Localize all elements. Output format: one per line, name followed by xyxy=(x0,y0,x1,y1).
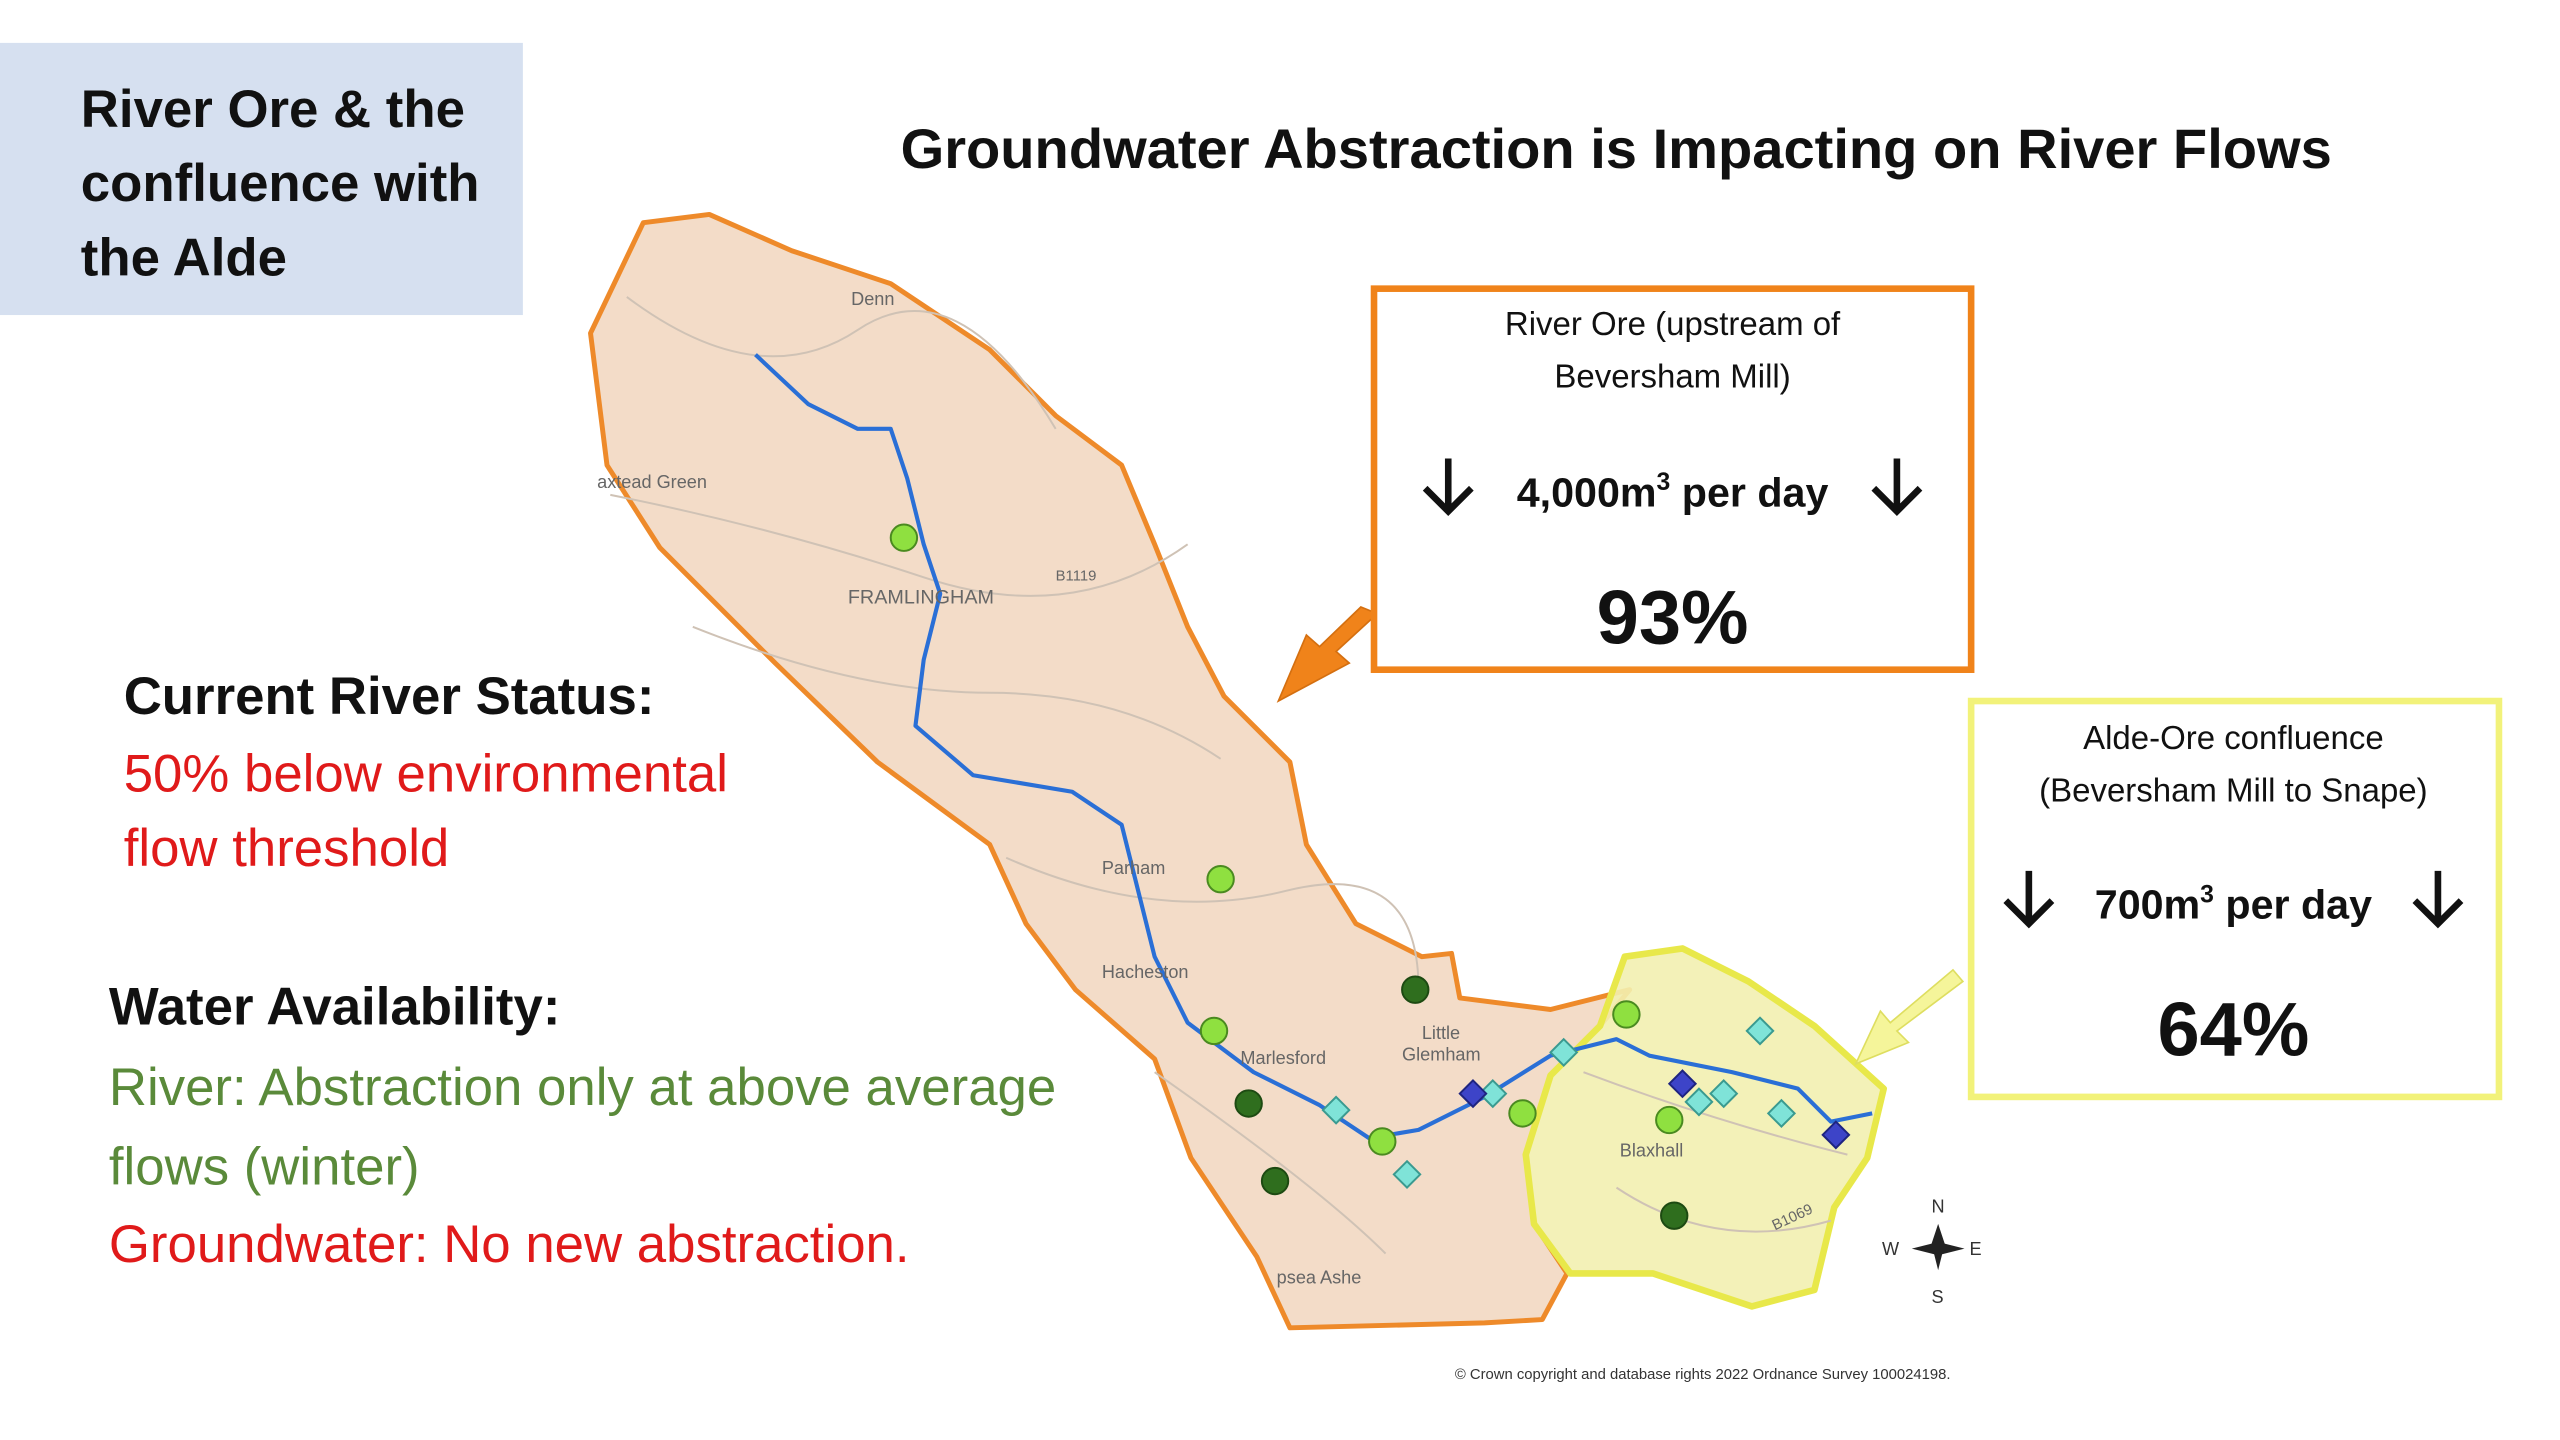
monitoring-site xyxy=(1612,1000,1641,1029)
river xyxy=(754,353,1873,1141)
callout-amount: 700m3 per day xyxy=(2095,881,2372,927)
road xyxy=(626,296,1057,430)
title-line: confluence with xyxy=(81,154,480,213)
callout-percent: 64% xyxy=(2157,988,2309,1073)
callout-text: Beversham Mill) xyxy=(1554,358,1790,395)
abstraction-point xyxy=(1667,1069,1698,1099)
availability-text: River: Abstraction only at above average xyxy=(109,1058,1056,1117)
availability-text: flows (winter) xyxy=(109,1137,420,1196)
compass-label: S xyxy=(1932,1287,1944,1307)
copyright: © Crown copyright and database rights 20… xyxy=(1455,1367,1951,1383)
abstraction-point xyxy=(1392,1159,1422,1190)
callout-percent: 93% xyxy=(1597,575,1749,660)
road xyxy=(1583,1071,1848,1156)
compass-label: W xyxy=(1882,1239,1900,1259)
roads xyxy=(610,296,1848,1255)
place-label: Denn xyxy=(851,289,894,309)
superscript: 3 xyxy=(1657,469,1671,496)
down-arrow xyxy=(2003,870,2055,929)
callout-text: (Beversham Mill to Snape) xyxy=(2039,772,2427,809)
compass: N E S W xyxy=(1882,1196,1982,1307)
place-label: Little xyxy=(1422,1023,1460,1043)
abstraction-point xyxy=(1321,1095,1351,1125)
monitoring-site xyxy=(1206,864,1235,894)
callout-box xyxy=(1967,697,2503,1101)
place-label: Parham xyxy=(1102,858,1165,878)
place-label: FRAMLINGHAM xyxy=(848,587,994,609)
abstraction-point xyxy=(1684,1087,1714,1117)
place-label: axtead Green xyxy=(597,472,707,492)
monitoring-site xyxy=(1234,1089,1263,1118)
road xyxy=(692,625,1222,760)
callout-box xyxy=(1370,285,1975,673)
monitoring-site xyxy=(1655,1105,1684,1135)
title-line: River Ore & the xyxy=(81,80,465,139)
callout-text: Alde-Ore confluence xyxy=(2083,719,2384,756)
status-text: flow threshold xyxy=(124,819,450,878)
callout-text: River Ore (upstream of xyxy=(1505,305,1841,342)
compass-label: N xyxy=(1932,1196,1945,1216)
road xyxy=(1615,1186,1832,1233)
abstraction-point xyxy=(1709,1079,1739,1109)
map: Denn axtead Green FRAMLINGHAM B1119 Parh… xyxy=(588,211,1982,1331)
superscript: 3 xyxy=(2200,881,2214,908)
abstraction-point xyxy=(1478,1079,1508,1109)
monitoring-site xyxy=(1660,1201,1689,1230)
status-heading: Current River Status: xyxy=(124,667,655,726)
title-box xyxy=(0,42,523,316)
callout-arrow xyxy=(1276,606,1379,703)
down-arrow xyxy=(1871,458,1923,517)
compass-label: E xyxy=(1969,1239,1981,1259)
markers xyxy=(889,523,1851,1230)
monitoring-site xyxy=(1199,1016,1229,1046)
place-label: Blaxhall xyxy=(1620,1140,1683,1160)
compass-needle xyxy=(1911,1242,1965,1256)
monitoring-site xyxy=(1401,975,1430,1004)
amount: 4,000m xyxy=(1517,469,1657,515)
status-text: 50% below environmental xyxy=(124,745,728,804)
place-label: Glemham xyxy=(1402,1045,1481,1065)
road xyxy=(610,493,1189,597)
callout-amount: 4,000m3 per day xyxy=(1517,469,1829,515)
monitoring-site xyxy=(1368,1127,1397,1156)
road xyxy=(1154,1071,1387,1255)
monitoring-site xyxy=(889,523,919,552)
abstraction-point xyxy=(1745,1016,1775,1046)
title-line: the Alde xyxy=(81,228,287,287)
monitoring-site xyxy=(1508,1099,1537,1128)
road-label: B1119 xyxy=(1056,569,1097,585)
abstraction-point xyxy=(1766,1098,1797,1128)
availability-heading: Water Availability: xyxy=(109,977,561,1036)
unit: per day xyxy=(1670,469,1828,515)
abstraction-point xyxy=(1549,1037,1579,1067)
amount: 700m xyxy=(2095,882,2200,928)
place-label: Marlesford xyxy=(1240,1048,1326,1068)
road xyxy=(1005,856,1420,990)
availability-text: Groundwater: No new abstraction. xyxy=(109,1215,910,1274)
down-arrow xyxy=(2412,870,2464,929)
place-label: Hacheston xyxy=(1102,962,1189,982)
map-labels: Denn axtead Green FRAMLINGHAM B1119 Parh… xyxy=(597,289,1815,1287)
abstraction-point xyxy=(1821,1120,1851,1150)
abstraction-point xyxy=(1458,1079,1488,1109)
unit: per day xyxy=(2214,882,2372,928)
down-arrow xyxy=(1422,458,1474,517)
callout-arrow xyxy=(1854,968,1965,1066)
monitoring-site xyxy=(1260,1166,1290,1196)
headline: Groundwater Abstraction is Impacting on … xyxy=(901,117,2332,180)
place-label: psea Ashe xyxy=(1277,1267,1362,1287)
